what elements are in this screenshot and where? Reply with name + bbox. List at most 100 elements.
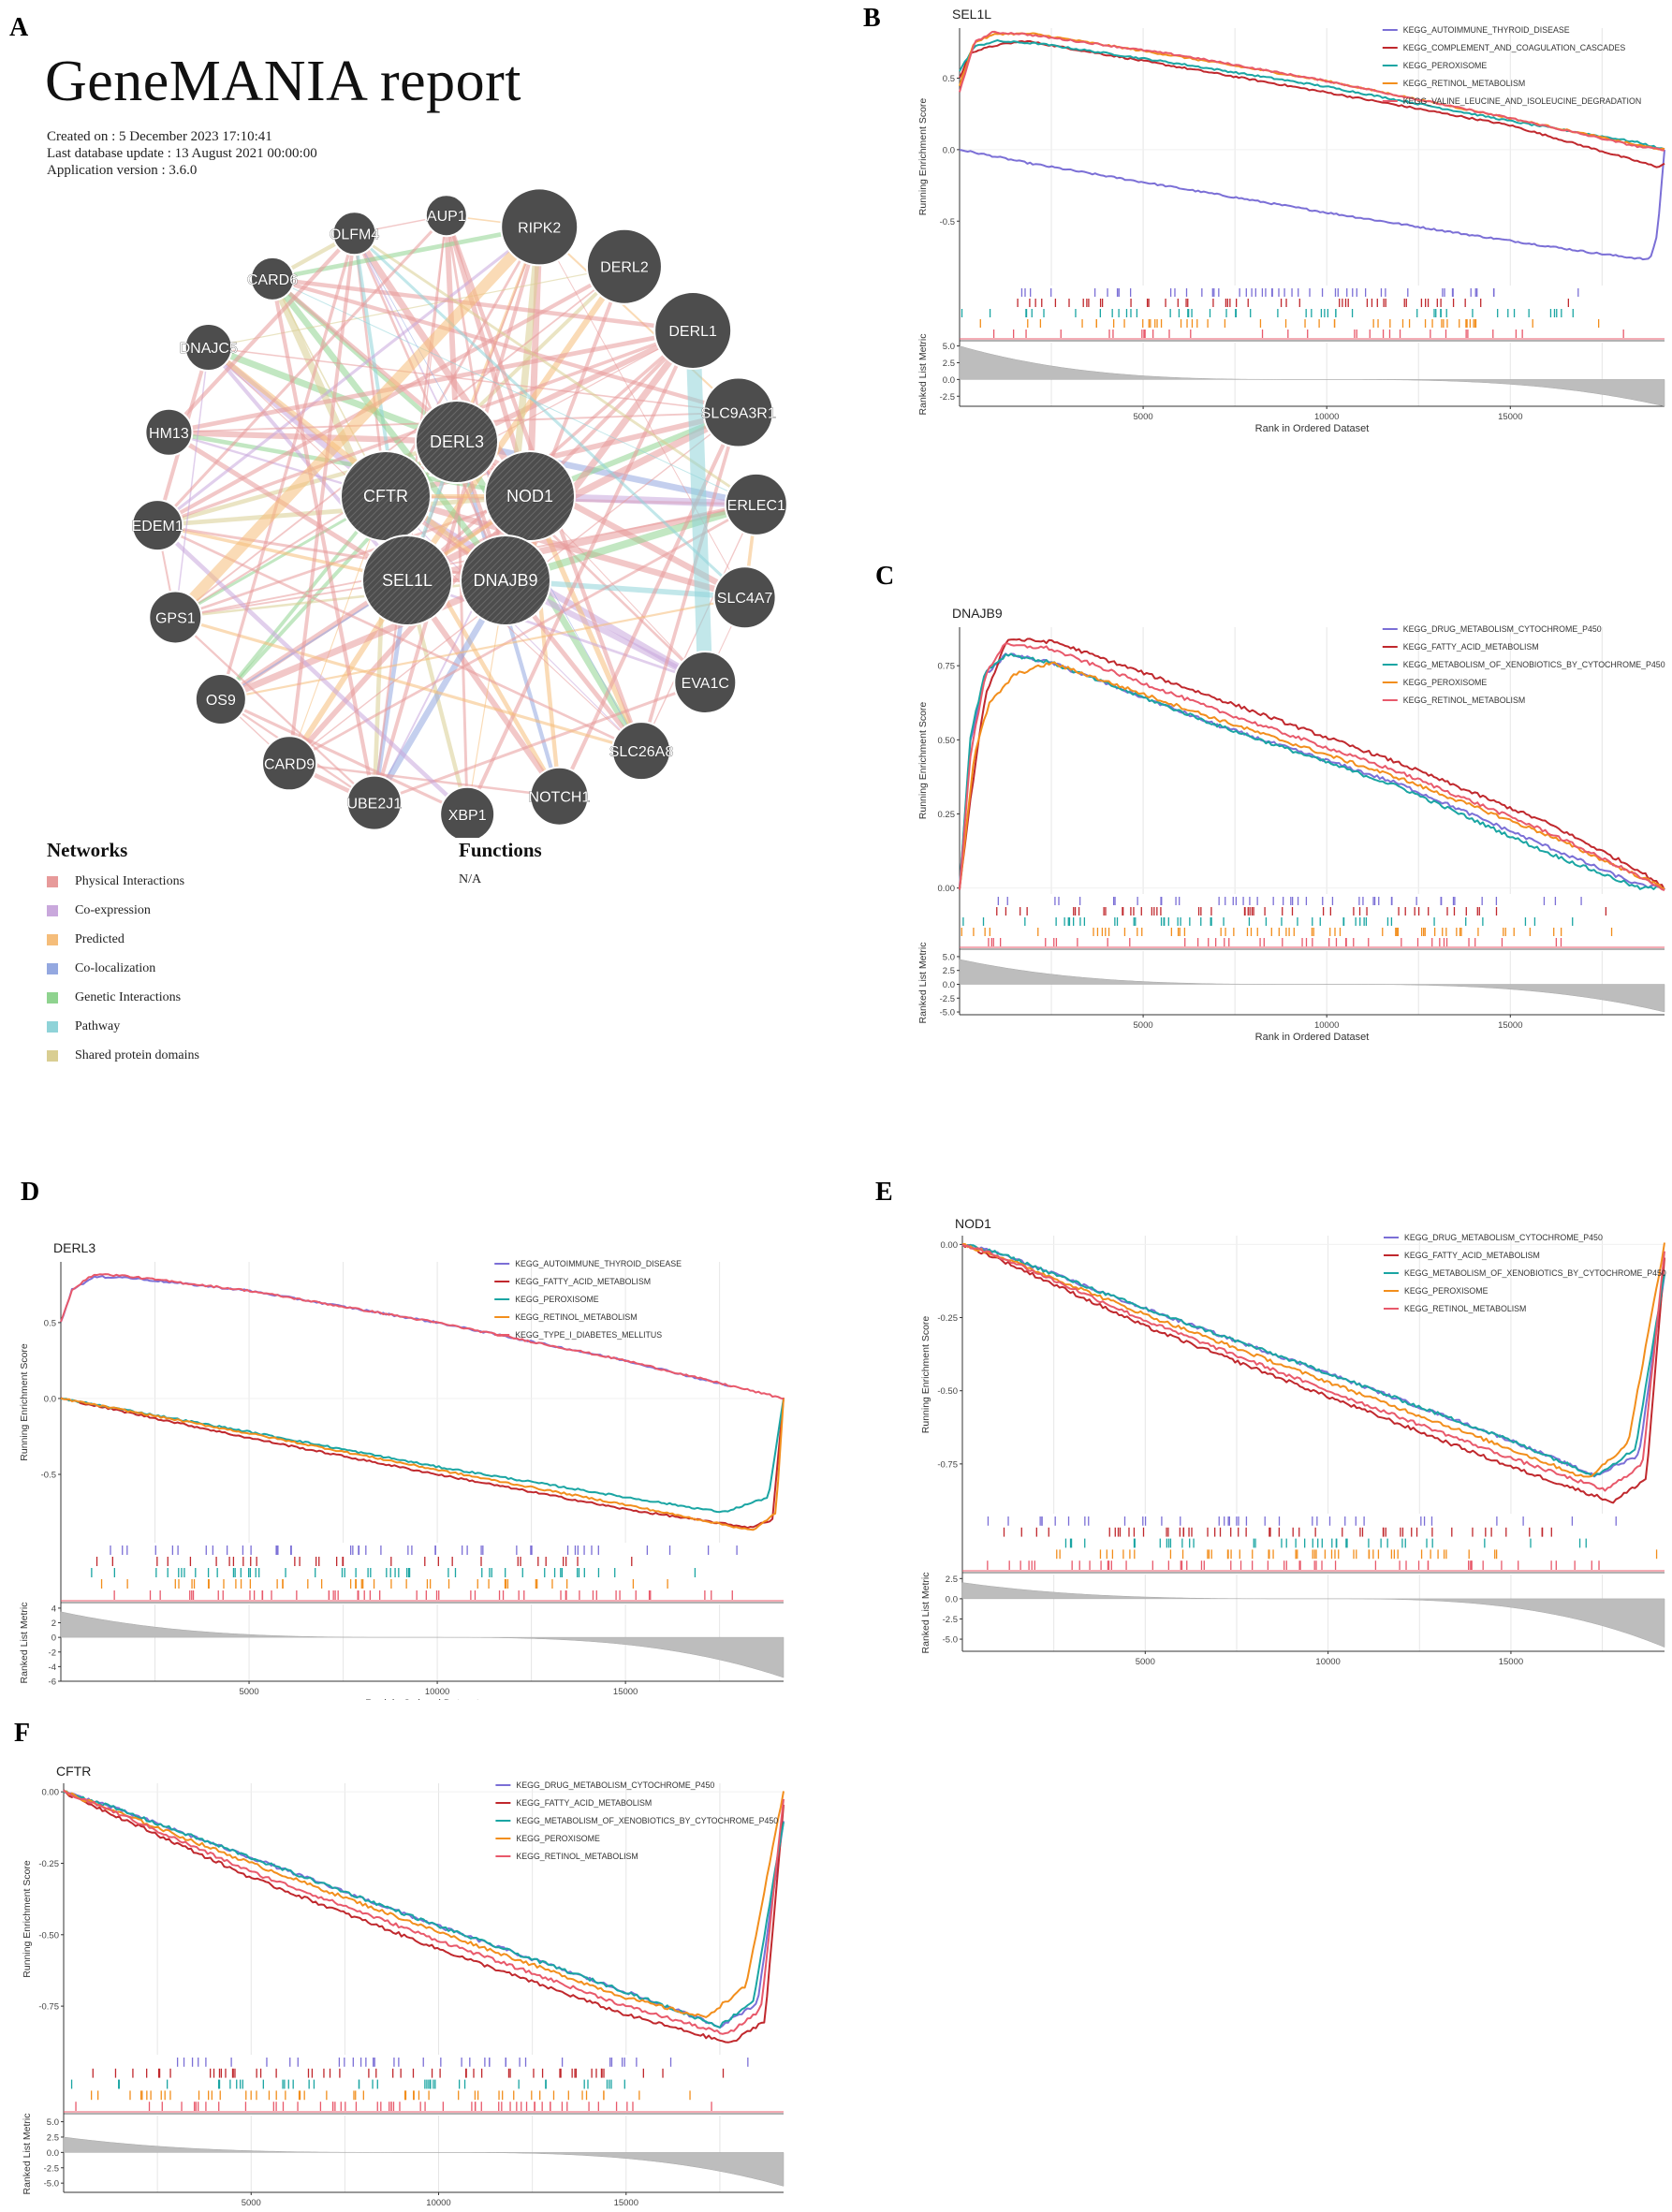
gene-node-circle	[345, 774, 403, 831]
network-edge	[174, 616, 375, 804]
metric-y-tick-label: 0.0	[946, 1594, 958, 1604]
genemania-title: GeneMANIA report	[45, 50, 522, 113]
x-tick-label: 15000	[1498, 1020, 1522, 1031]
network-edge	[270, 276, 376, 805]
series-lines	[959, 637, 1665, 891]
gene-node-circle	[439, 785, 496, 838]
legend-label: Co-localization	[75, 961, 156, 975]
gene-node-circle	[702, 376, 774, 448]
metric-y-tick-label: -2.5	[940, 392, 955, 403]
metric-axis-label: Ranked List Metric	[920, 1573, 931, 1654]
genemania-db-update: Last database update : 13 August 2021 00…	[47, 146, 317, 161]
gene-node-circle	[500, 187, 579, 267]
metric-y-tick-label: 5.0	[47, 2117, 59, 2128]
metric-y-tick-label: 2	[51, 1619, 56, 1629]
metric-y-tick-label: 5.0	[943, 342, 955, 352]
panel-label-e: E	[875, 1178, 893, 1207]
series-line-kegg-metabolism-of-xenobiotics-by-cytochrome-p450	[63, 1790, 785, 2029]
hit-ticks	[91, 1545, 738, 1600]
legend-entry: KEGG_PEROXISOME	[1403, 678, 1488, 687]
ranked-metric-area	[961, 1582, 1665, 1648]
y-tick-label: 0.50	[938, 736, 956, 746]
legend-label: Shared protein domains	[75, 1048, 199, 1062]
network-edge	[217, 577, 509, 703]
network-edge	[270, 276, 696, 333]
network-edge	[269, 275, 509, 584]
network-edge	[207, 346, 740, 414]
legend-entry: KEGG_DRUG_METABOLISM_CYTOCHROME_P450	[516, 1780, 714, 1790]
gene-node-circle	[331, 211, 377, 256]
metric-axis-label: Ranked List Metric	[917, 943, 929, 1024]
y-tick-label: -0.5	[41, 1471, 56, 1481]
network-edge	[373, 681, 707, 805]
genemania-created: Created on : 5 December 2023 17:10:41	[47, 129, 272, 144]
legend-entry: KEGG_FATTY_ACID_METABOLISM	[515, 1277, 651, 1286]
gene-node-ube2j1: UBE2J1	[345, 774, 403, 831]
gene-node-label: XBP1	[448, 808, 487, 824]
gene-node-edem1: EDEM1	[131, 499, 184, 552]
gene-node-eva1c: EVA1C	[673, 650, 738, 714]
network-edge	[174, 265, 625, 619]
legend-swatch	[47, 1021, 58, 1033]
legend-entry: KEGG_TYPE_I_DIABETES_MELLITUS	[515, 1330, 662, 1340]
network-edge	[287, 762, 561, 798]
series-line-kegg-metabolism-of-xenobiotics-by-cytochrome-p450	[961, 1243, 1665, 1477]
chart-legend: KEGG_DRUG_METABOLISM_CYTOCHROME_P450 KEGG…	[495, 1780, 778, 1861]
legend-entry: KEGG_RETINOL_METABOLISM	[1403, 696, 1525, 705]
series-line-kegg-peroxisome	[959, 39, 1665, 151]
series-line-kegg-peroxisome	[63, 1790, 785, 2018]
gene-node-dnajc5: DNAJC5	[179, 323, 238, 373]
gene-node-label: DERL2	[600, 260, 649, 276]
gene-node-slc26a8: SLC26A8	[609, 721, 674, 782]
metric-axis-label: Ranked List Metric	[917, 334, 929, 416]
gene-node-circle	[144, 407, 194, 457]
network-edge	[208, 266, 625, 348]
ranked-metric-area	[959, 959, 1665, 1013]
legend-label: Genetic Interactions	[75, 990, 182, 1004]
y-tick-label: -0.75	[38, 2002, 59, 2013]
ranked-metric-area	[60, 1611, 785, 1678]
series-line-kegg-fatty-acid-metabolism	[63, 1789, 785, 2044]
gene-node-label: DNAJC5	[180, 341, 238, 357]
y-axis-label: Running Enrichment Score	[19, 1343, 30, 1461]
gene-node-label: HM13	[149, 426, 189, 442]
network-edge	[219, 596, 746, 701]
gene-node-gps1: GPS1	[148, 590, 203, 645]
gene-node-circle	[183, 323, 233, 373]
x-axis-label: Rank in Ordered Dataset	[1255, 423, 1370, 434]
gene-node-circle	[529, 766, 590, 827]
legend-label: Pathway	[75, 1019, 121, 1033]
y-tick-label: 0.00	[938, 884, 956, 894]
gene-node-label: CARD9	[264, 756, 315, 772]
x-tick-label: 15000	[1499, 1657, 1523, 1666]
legend-swatch	[47, 934, 58, 945]
chart-title: NOD1	[955, 1217, 991, 1231]
gene-node-label: SLC26A8	[609, 744, 674, 760]
chart-title: CFTR	[56, 1765, 91, 1779]
gene-node-circle	[148, 590, 203, 645]
x-axis-label: Rank in Ordered Dataset	[365, 1698, 479, 1700]
series-lines	[959, 30, 1665, 261]
series-line-kegg-fatty-acid-metabolism	[961, 1243, 1665, 1504]
network-edge	[173, 615, 643, 753]
gene-node-label: EVA1C	[682, 676, 729, 692]
gene-node-label: DERL3	[430, 432, 484, 451]
series-line-kegg-drug-metabolism-cytochrome-p450	[959, 652, 1665, 890]
gene-node-circle	[415, 400, 499, 484]
network-edge	[155, 213, 448, 527]
x-tick-label: 15000	[1498, 412, 1522, 422]
gene-node-circle	[712, 565, 777, 630]
x-axis-label: Rank in Ordered Dataset	[1255, 1032, 1370, 1043]
chart-title: DNAJB9	[952, 607, 1003, 621]
gene-node-circle	[460, 535, 551, 626]
metric-y-tick-label: -2	[49, 1648, 56, 1658]
panel-label-a: A	[9, 13, 29, 42]
metric-y-tick-label: 2.5	[943, 359, 955, 369]
y-tick-label: 0.0	[943, 145, 955, 155]
chart-grid	[1053, 1236, 1604, 1651]
network-edge	[465, 329, 696, 816]
network-edge	[167, 328, 696, 435]
gene-node-notch1: NOTCH1	[528, 766, 591, 827]
network-edge	[166, 430, 410, 583]
legend-entry: KEGG_PEROXISOME	[1404, 1286, 1489, 1296]
